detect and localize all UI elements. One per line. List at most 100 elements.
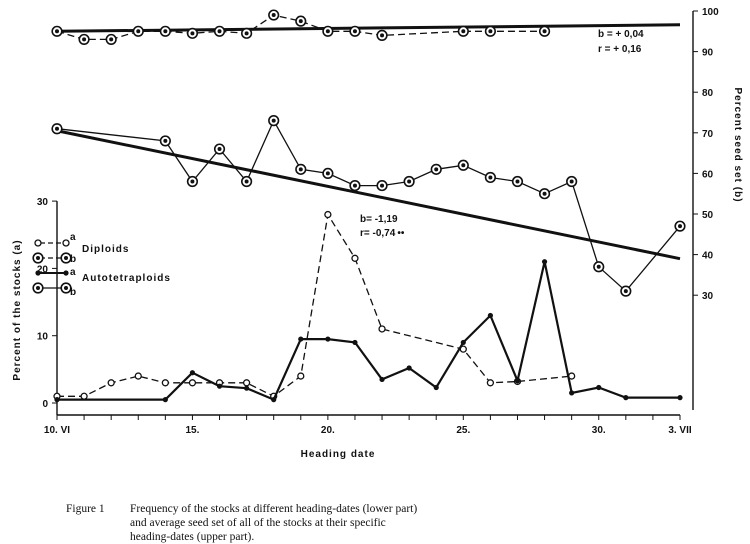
diploid-seedset-line — [56, 14, 545, 41]
tetraploid-seedset-point-core — [407, 179, 412, 184]
tetraploid-frequency-point — [677, 395, 683, 401]
diploid-seedset-point-core — [109, 37, 114, 42]
diploid-seedset-point-core — [488, 29, 493, 34]
right-axis-label: Percent seed set (b) — [732, 87, 743, 202]
caption-line-2: and average seed set of all of the stock… — [130, 517, 386, 529]
tetraploid-frequency-point — [406, 365, 412, 371]
diploid-seedset-point-core — [352, 29, 357, 34]
diploid-frequency-point — [80, 392, 88, 400]
diploid-seedset-point-core — [298, 19, 303, 24]
tetraploid-regression-r: r= -0,74 •• — [360, 228, 405, 239]
tetraploid-frequency-line — [57, 261, 680, 402]
tetraploid-frequency-point — [271, 397, 277, 403]
x-axis-label: Heading date — [301, 449, 376, 460]
caption-body: Frequency of the stocks at different hea… — [130, 502, 670, 544]
significance-marks: •• — [397, 228, 405, 239]
series-layer — [51, 9, 686, 403]
tetraploid-frequency-point — [298, 336, 304, 342]
tetraploid-seedset-point-core — [163, 138, 168, 143]
tetraploid-seedset-point-core — [461, 163, 466, 168]
tetraploid-seedset-point-core — [352, 183, 357, 188]
left-tick-label: 20 — [37, 264, 49, 275]
right-tick-label: 90 — [702, 48, 714, 59]
figure-caption: Figure 1 Frequency of the stocks at diff… — [66, 502, 686, 544]
tetraploid-seedset-point-core — [678, 224, 682, 229]
tetraploid-regression-line — [56, 129, 681, 261]
tetraploid-frequency-point — [569, 390, 575, 396]
diploid-seedset-point-core — [271, 13, 276, 18]
legend-tetraploid-a-marker-left — [35, 270, 41, 276]
diploid-frequency-point — [351, 254, 359, 262]
legend-diploid-a-marker-right — [62, 239, 70, 247]
diploid-frequency-point — [378, 325, 386, 333]
tetraploid-seedset-point-core — [569, 179, 574, 184]
tetraploid-seedset-point-core — [596, 264, 601, 269]
right-tick-label: 40 — [702, 251, 714, 262]
tetraploid-frequency-point — [352, 339, 358, 346]
diploid-regression-b: b = + 0,04 — [598, 29, 644, 40]
x-tick-label: 3. VII — [668, 425, 692, 436]
legend-diploid-b-marker-left-core — [36, 256, 40, 260]
tetraploid-frequency-point — [623, 395, 629, 401]
diploid-frequency-point — [324, 210, 332, 219]
figure-chart: 10. VI 15. 20. 25. 30. 3. VII Heading date 0 10 2… — [12, 7, 743, 460]
diploid-seedset-point-core — [380, 33, 385, 38]
legend-sub-b-diploid: b — [70, 254, 77, 265]
tetraploid-frequency-point — [596, 384, 602, 391]
tetraploid-seedset-line — [56, 119, 681, 293]
diploid-seedset-point-core — [190, 31, 195, 36]
legend-diploid-a-marker-left — [34, 239, 42, 247]
diploid-frequency-point — [242, 379, 251, 387]
tetraploid-seedset-point-core — [623, 289, 628, 294]
right-tick-label: 50 — [702, 210, 714, 221]
diploid-regression-r: r = + 0,16 — [598, 44, 642, 55]
diploid-seedset-point-core — [542, 29, 547, 34]
x-tick-label: 30. — [592, 425, 606, 436]
tetraploid-frequency-point — [541, 259, 548, 265]
diploid-seedset-point-core — [461, 29, 466, 34]
legend-sub-a-diploid: a — [70, 232, 77, 243]
tetraploid-seedset-point-core — [244, 179, 249, 184]
tetraploid-regression-b: b= -1,19 — [360, 214, 398, 225]
diploid-seedset-point-core — [325, 29, 330, 34]
tetraploid-seedset-point-core — [271, 118, 276, 123]
legend-sub-b-tetraploid: b — [70, 287, 77, 298]
caption-line-3: heading-dates (upper part). — [130, 531, 255, 543]
left-tick-label: 30 — [37, 197, 49, 208]
right-tick-label: 70 — [702, 129, 714, 140]
legend: a Diploids b a Autotetraploids b — [32, 232, 171, 298]
right-tick-label: 100 — [702, 7, 719, 18]
diploid-frequency-point — [297, 372, 305, 380]
tetraploid-regression-r-value: r= -0,74 — [360, 228, 396, 239]
tetraploid-seedset-point-core — [515, 179, 520, 184]
tetraploid-frequency-point — [325, 336, 331, 342]
tetraploid-seedset-point-core — [542, 191, 547, 196]
tetraploid-seedset-point-core — [190, 179, 195, 184]
tetraploid-seedset-point-core — [217, 147, 222, 152]
diploid-frequency-point — [107, 379, 115, 387]
axes: 10. VI 15. 20. 25. 30. 3. VII Heading date 0 10 2… — [12, 7, 743, 460]
tetraploid-frequency-point — [189, 370, 196, 376]
legend-label-diploids: Diploids — [82, 244, 129, 255]
diploid-frequency-point — [161, 379, 169, 387]
tetraploid-frequency-point — [244, 385, 250, 391]
legend-sub-a-tetraploid: a — [70, 267, 77, 278]
right-tick-label: 30 — [702, 291, 714, 302]
legend-label-autotetraploids: Autotetraploids — [82, 273, 171, 284]
tetraploid-seedset-point-core — [488, 175, 493, 180]
diploid-frequency-point — [134, 372, 142, 380]
diploid-seedset-point-core — [136, 29, 141, 34]
legend-tetraploid-b-marker-left-core — [36, 286, 40, 290]
tetraploid-frequency-point — [460, 339, 466, 346]
legend-tetraploid-b-marker-right-core — [64, 286, 68, 290]
tetraploid-frequency-point — [379, 376, 385, 383]
left-axis-label: Percent of the stocks (a) — [12, 239, 23, 380]
tetraploid-seedset-point-core — [380, 183, 385, 188]
diploid-frequency-line — [57, 212, 572, 398]
caption-line-1: Frequency of the stocks at different hea… — [130, 503, 418, 515]
diploid-frequency-point — [188, 379, 197, 387]
legend-diploid-b-marker-right-core — [64, 256, 68, 260]
legend-tetraploid-a-marker-right — [63, 270, 69, 276]
diploid-seedset-point-core — [244, 31, 249, 36]
x-tick-label: 15. — [185, 425, 199, 436]
